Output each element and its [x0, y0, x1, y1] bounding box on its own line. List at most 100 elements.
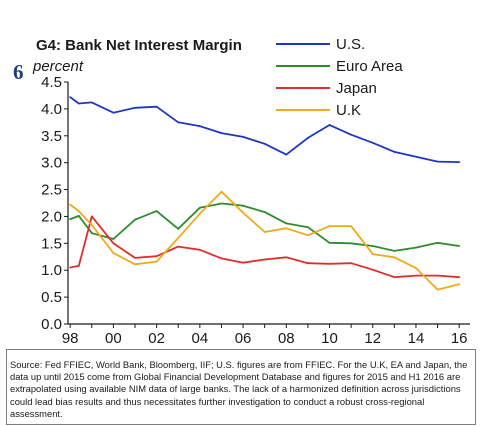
data-point-u-s	[242, 136, 245, 138]
data-point-u-s	[436, 160, 439, 163]
data-point-euro-area	[112, 238, 115, 240]
data-point-u-s	[198, 125, 201, 127]
data-point-japan	[307, 262, 309, 265]
data-point-u-k	[77, 210, 80, 213]
data-point-japan	[220, 257, 223, 260]
data-point-u-s	[285, 153, 288, 156]
y-tick-label: 1.5	[41, 235, 62, 252]
x-tick-label: 06	[235, 330, 252, 345]
data-point-u-s	[134, 106, 136, 109]
y-tick-label: 4.0	[41, 101, 62, 118]
data-point-euro-area	[69, 218, 72, 221]
data-point-u-k	[242, 211, 245, 214]
x-tick-label: 00	[105, 330, 122, 345]
data-point-u-k	[112, 252, 115, 254]
data-point-euro-area	[177, 227, 180, 230]
data-point-japan	[90, 215, 93, 218]
x-tick-label: 02	[148, 330, 165, 345]
data-point-euro-area	[458, 245, 461, 247]
data-point-euro-area	[393, 250, 396, 252]
figure-number: 6	[13, 60, 24, 84]
data-point-u-k	[328, 225, 331, 228]
source-note-box	[6, 349, 476, 425]
data-point-u-s	[90, 101, 93, 104]
data-point-u-k	[285, 227, 288, 230]
data-point-euro-area	[307, 226, 309, 229]
data-point-japan	[242, 261, 245, 264]
data-point-u-k	[371, 253, 374, 256]
data-point-u-k	[458, 283, 461, 286]
data-point-u-k	[177, 237, 180, 239]
series-line-u-k	[69, 190, 460, 291]
data-point-euro-area	[155, 210, 158, 213]
x-tick-label: 10	[321, 330, 338, 345]
data-point-japan	[263, 258, 266, 261]
x-tick-label: 04	[191, 330, 208, 345]
data-point-u-s	[393, 151, 396, 153]
y-tick-label: 2.0	[41, 208, 62, 225]
data-point-u-k	[220, 190, 223, 193]
data-point-euro-area	[415, 246, 417, 249]
data-point-japan	[328, 262, 331, 265]
data-point-japan	[77, 265, 80, 267]
data-point-u-k	[415, 267, 417, 269]
data-point-u-s	[371, 141, 374, 144]
legend-label-u-s: U.S.	[336, 36, 365, 53]
chart-title: G4: Bank Net Interest Margin	[36, 37, 242, 54]
data-point-japan	[458, 276, 461, 279]
x-tick-label: 98	[62, 330, 79, 345]
data-point-japan	[436, 274, 439, 277]
data-point-euro-area	[371, 245, 374, 247]
data-point-u-s	[350, 133, 352, 136]
x-tick-label: 14	[408, 330, 425, 345]
y-axis-unit-label: percent	[32, 58, 84, 75]
data-point-u-s	[328, 124, 331, 126]
data-point-euro-area	[285, 222, 288, 225]
data-point-u-s	[458, 161, 461, 164]
data-point-u-s	[220, 132, 223, 135]
y-tick-label: 0.0	[41, 316, 62, 333]
y-tick-label: 3.0	[41, 155, 62, 172]
legend-label-u-k: U.K	[336, 102, 361, 119]
series-line-u-s	[69, 96, 460, 163]
data-point-u-k	[134, 263, 136, 266]
data-point-euro-area	[198, 206, 201, 209]
data-point-japan	[198, 248, 201, 251]
data-point-japan	[285, 256, 288, 259]
data-point-japan	[69, 266, 72, 269]
data-point-japan	[371, 268, 374, 271]
series-lines	[69, 96, 461, 291]
data-point-u-k	[69, 203, 72, 206]
data-point-u-s	[112, 111, 115, 114]
y-tick-label: 1.0	[41, 262, 62, 279]
line-chart: G4: Bank Net Interest Margin 6 percent 0…	[13, 36, 470, 345]
data-point-euro-area	[436, 241, 439, 244]
data-point-euro-area	[134, 218, 136, 221]
data-point-u-s	[77, 102, 80, 105]
data-point-u-k	[350, 225, 352, 228]
data-point-u-s	[415, 155, 417, 158]
data-point-u-k	[393, 256, 396, 259]
legend-label-euro-area: Euro Area	[336, 58, 403, 75]
legend: U.S. Euro Area Japan U.K	[276, 36, 403, 119]
data-point-u-k	[263, 231, 266, 233]
data-point-euro-area	[242, 204, 245, 207]
data-point-euro-area	[77, 215, 80, 217]
data-point-japan	[350, 262, 352, 265]
data-point-u-k	[198, 212, 201, 215]
y-tick-label: 0.5	[41, 289, 62, 306]
data-point-euro-area	[328, 241, 331, 244]
data-point-japan	[177, 245, 180, 248]
data-point-japan	[134, 257, 136, 259]
data-point-u-s	[263, 142, 266, 145]
data-point-japan	[155, 255, 158, 258]
data-point-euro-area	[350, 242, 352, 245]
series-line-euro-area	[69, 202, 460, 252]
x-tick-label: 08	[278, 330, 295, 345]
data-point-u-k	[90, 224, 93, 226]
x-tick-label: 12	[364, 330, 381, 345]
data-point-u-s	[177, 121, 180, 124]
data-point-u-k	[307, 234, 309, 237]
data-point-japan	[112, 242, 115, 245]
data-point-euro-area	[263, 211, 266, 214]
